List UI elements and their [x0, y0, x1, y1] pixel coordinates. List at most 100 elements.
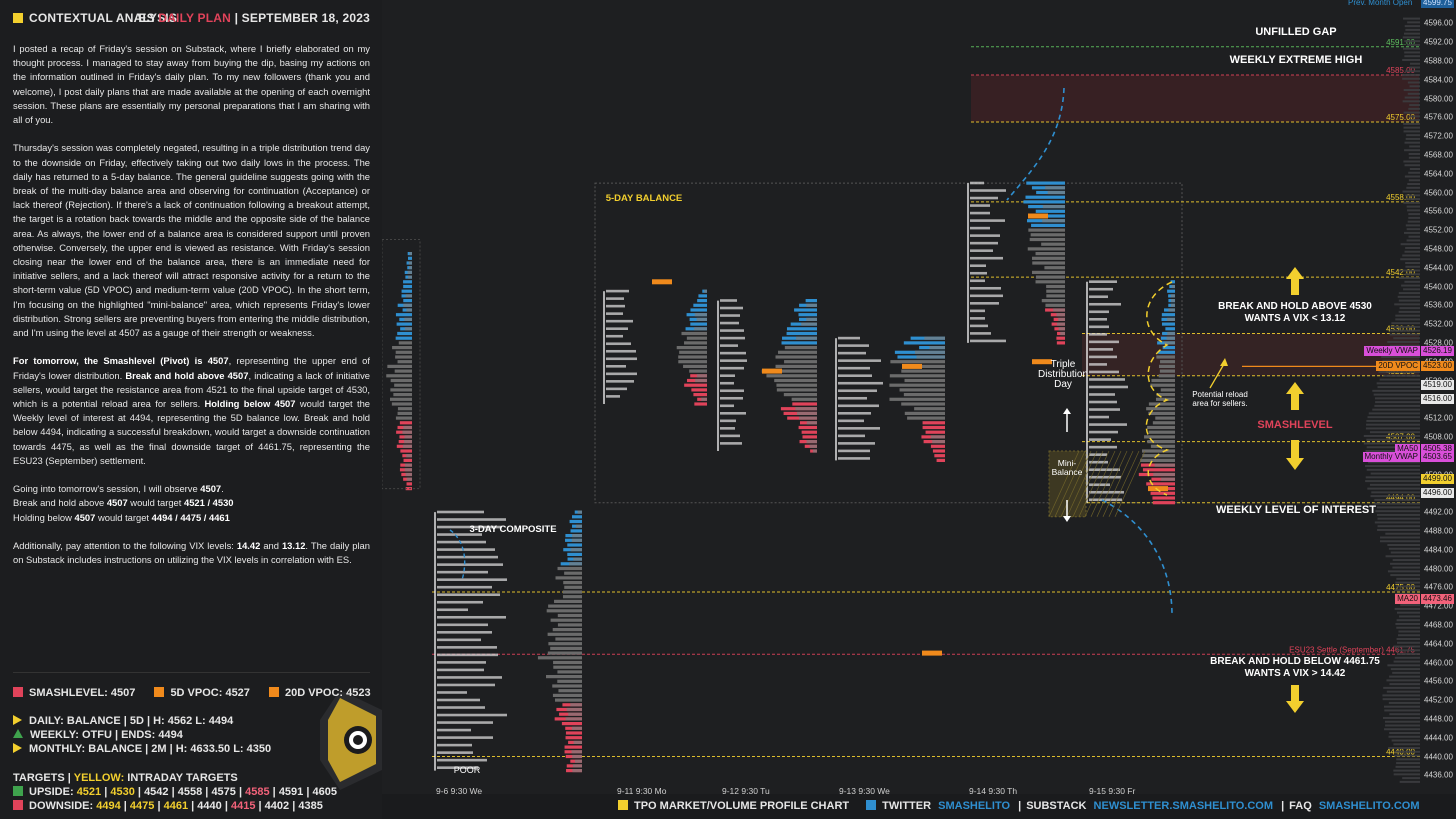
- tpo-row: [720, 434, 740, 438]
- market-profile-bar: [1394, 656, 1420, 659]
- downside-target: 4402: [264, 800, 290, 812]
- market-profile-bar: [1403, 160, 1420, 163]
- market-profile-bar: [1369, 483, 1420, 486]
- price-path: [1006, 87, 1173, 616]
- vpoc20-swatch: [268, 687, 279, 697]
- tpo-row: [606, 372, 637, 376]
- y-tick-label: 4568.00: [1424, 150, 1453, 160]
- tpo-row: [437, 661, 486, 664]
- volume-bar: [678, 360, 707, 364]
- market-profile-bar: [1390, 325, 1420, 328]
- tpo-row: [720, 299, 737, 302]
- market-profile-bar: [1389, 675, 1420, 678]
- market-profile-bar: [1386, 690, 1420, 693]
- market-profile-bar: [1396, 762, 1420, 765]
- volume-bar: [408, 261, 412, 265]
- market-profile-bar: [1365, 480, 1420, 483]
- tpo-row: [720, 314, 740, 317]
- tpo-row: [1089, 280, 1117, 283]
- y-tick-label: 4552.00: [1424, 225, 1453, 235]
- volume-bar: [557, 566, 582, 571]
- tpo-row: [838, 344, 869, 347]
- tpo-row: [437, 736, 493, 739]
- mini-balance-label: Mini-: [1058, 458, 1077, 468]
- twitter-icon: [866, 800, 877, 810]
- volume-bar: [554, 698, 582, 702]
- tpo-row: [720, 344, 738, 347]
- market-profile-bar: [1396, 641, 1420, 644]
- volume-bar: [1046, 289, 1065, 293]
- market-profile-bar: [1394, 750, 1420, 753]
- volume-bar: [681, 331, 707, 336]
- market-profile-bar: [1363, 434, 1420, 437]
- tpo-row: [606, 395, 620, 398]
- faq-link[interactable]: SMASHELITO.COM: [1318, 800, 1420, 812]
- tpo-row: [1089, 310, 1109, 314]
- tpo-row: [437, 721, 493, 724]
- tpo-row: [838, 434, 865, 438]
- volume-bar: [690, 322, 707, 326]
- volume-bar: [761, 369, 817, 373]
- market-profile-bar: [1383, 705, 1420, 708]
- volume-bar: [801, 322, 817, 326]
- market-profile-bar: [1391, 322, 1420, 325]
- x-axis-label: 9-15 9:30 Fr: [1089, 786, 1136, 796]
- tpo-row: [1089, 348, 1113, 351]
- substack-link[interactable]: NEWSLETTER.SMASHELITO.COM: [1093, 800, 1274, 812]
- tpo-row: [437, 668, 484, 672]
- volume-bar: [407, 270, 412, 274]
- y-tick-label: 4468.00: [1424, 620, 1453, 630]
- tpo-row: [720, 396, 743, 400]
- market-profile-bar: [1402, 36, 1420, 39]
- volume-bar: [1160, 388, 1175, 392]
- volume-bar: [403, 299, 412, 303]
- x-axis-label: 9-13 9:30 We: [839, 786, 890, 796]
- tpo-row: [970, 196, 998, 200]
- volume-bar: [1166, 317, 1175, 321]
- volume-bar: [390, 378, 412, 383]
- volume-bar: [396, 322, 412, 326]
- y-tick-label: 4532.00: [1424, 319, 1453, 329]
- panel-header: CONTEXTUAL ANALYSIS ES DAILY PLAN | SEPT…: [13, 11, 370, 27]
- price-badge: 4516.00: [1421, 394, 1454, 405]
- volume-bar: [1031, 223, 1065, 227]
- volume-bar: [936, 458, 945, 462]
- volume-bar: [776, 388, 817, 392]
- twitter-link[interactable]: SMASHELITO: [938, 800, 1011, 812]
- market-profile-bar: [1405, 265, 1420, 268]
- market-profile-bar: [1384, 709, 1420, 712]
- market-profile-bar: [1392, 559, 1420, 562]
- price-badge: 4499.00: [1421, 474, 1454, 485]
- volume-bar: [567, 543, 582, 547]
- volume-bar: [901, 369, 945, 373]
- volume-bar: [562, 595, 582, 599]
- market-profile-bar: [1393, 660, 1420, 663]
- tpo-row: [838, 351, 866, 355]
- tpo-row: [720, 389, 744, 393]
- volume-bar: [571, 750, 582, 754]
- market-profile-bar: [1379, 540, 1420, 543]
- volume-bar: [922, 425, 945, 430]
- volume-bar: [1142, 468, 1175, 472]
- market-profile-bar: [1365, 427, 1420, 430]
- volume-bar: [405, 294, 412, 298]
- volume-bar: [784, 346, 817, 350]
- volume-bar: [1026, 181, 1065, 185]
- volume-bar: [903, 341, 945, 345]
- market-profile-bar: [1396, 649, 1420, 652]
- volume-bar: [799, 416, 817, 420]
- market-profile-bar: [1408, 235, 1420, 238]
- market-profile-bar: [1390, 668, 1420, 671]
- tpo-row: [437, 540, 486, 544]
- volume-bar: [570, 703, 582, 707]
- market-profile-bar: [1391, 739, 1420, 742]
- market-profile-bar: [1395, 765, 1420, 768]
- y-tick-label: 4444.00: [1424, 733, 1453, 743]
- volume-bar: [404, 468, 412, 472]
- volume-bar: [403, 458, 412, 462]
- y-tick-label: 4556.00: [1424, 206, 1453, 216]
- market-profile-bar: [1368, 412, 1420, 415]
- volume-bar: [1150, 383, 1175, 387]
- volume-bar: [791, 397, 817, 401]
- tpo-row: [1089, 400, 1117, 404]
